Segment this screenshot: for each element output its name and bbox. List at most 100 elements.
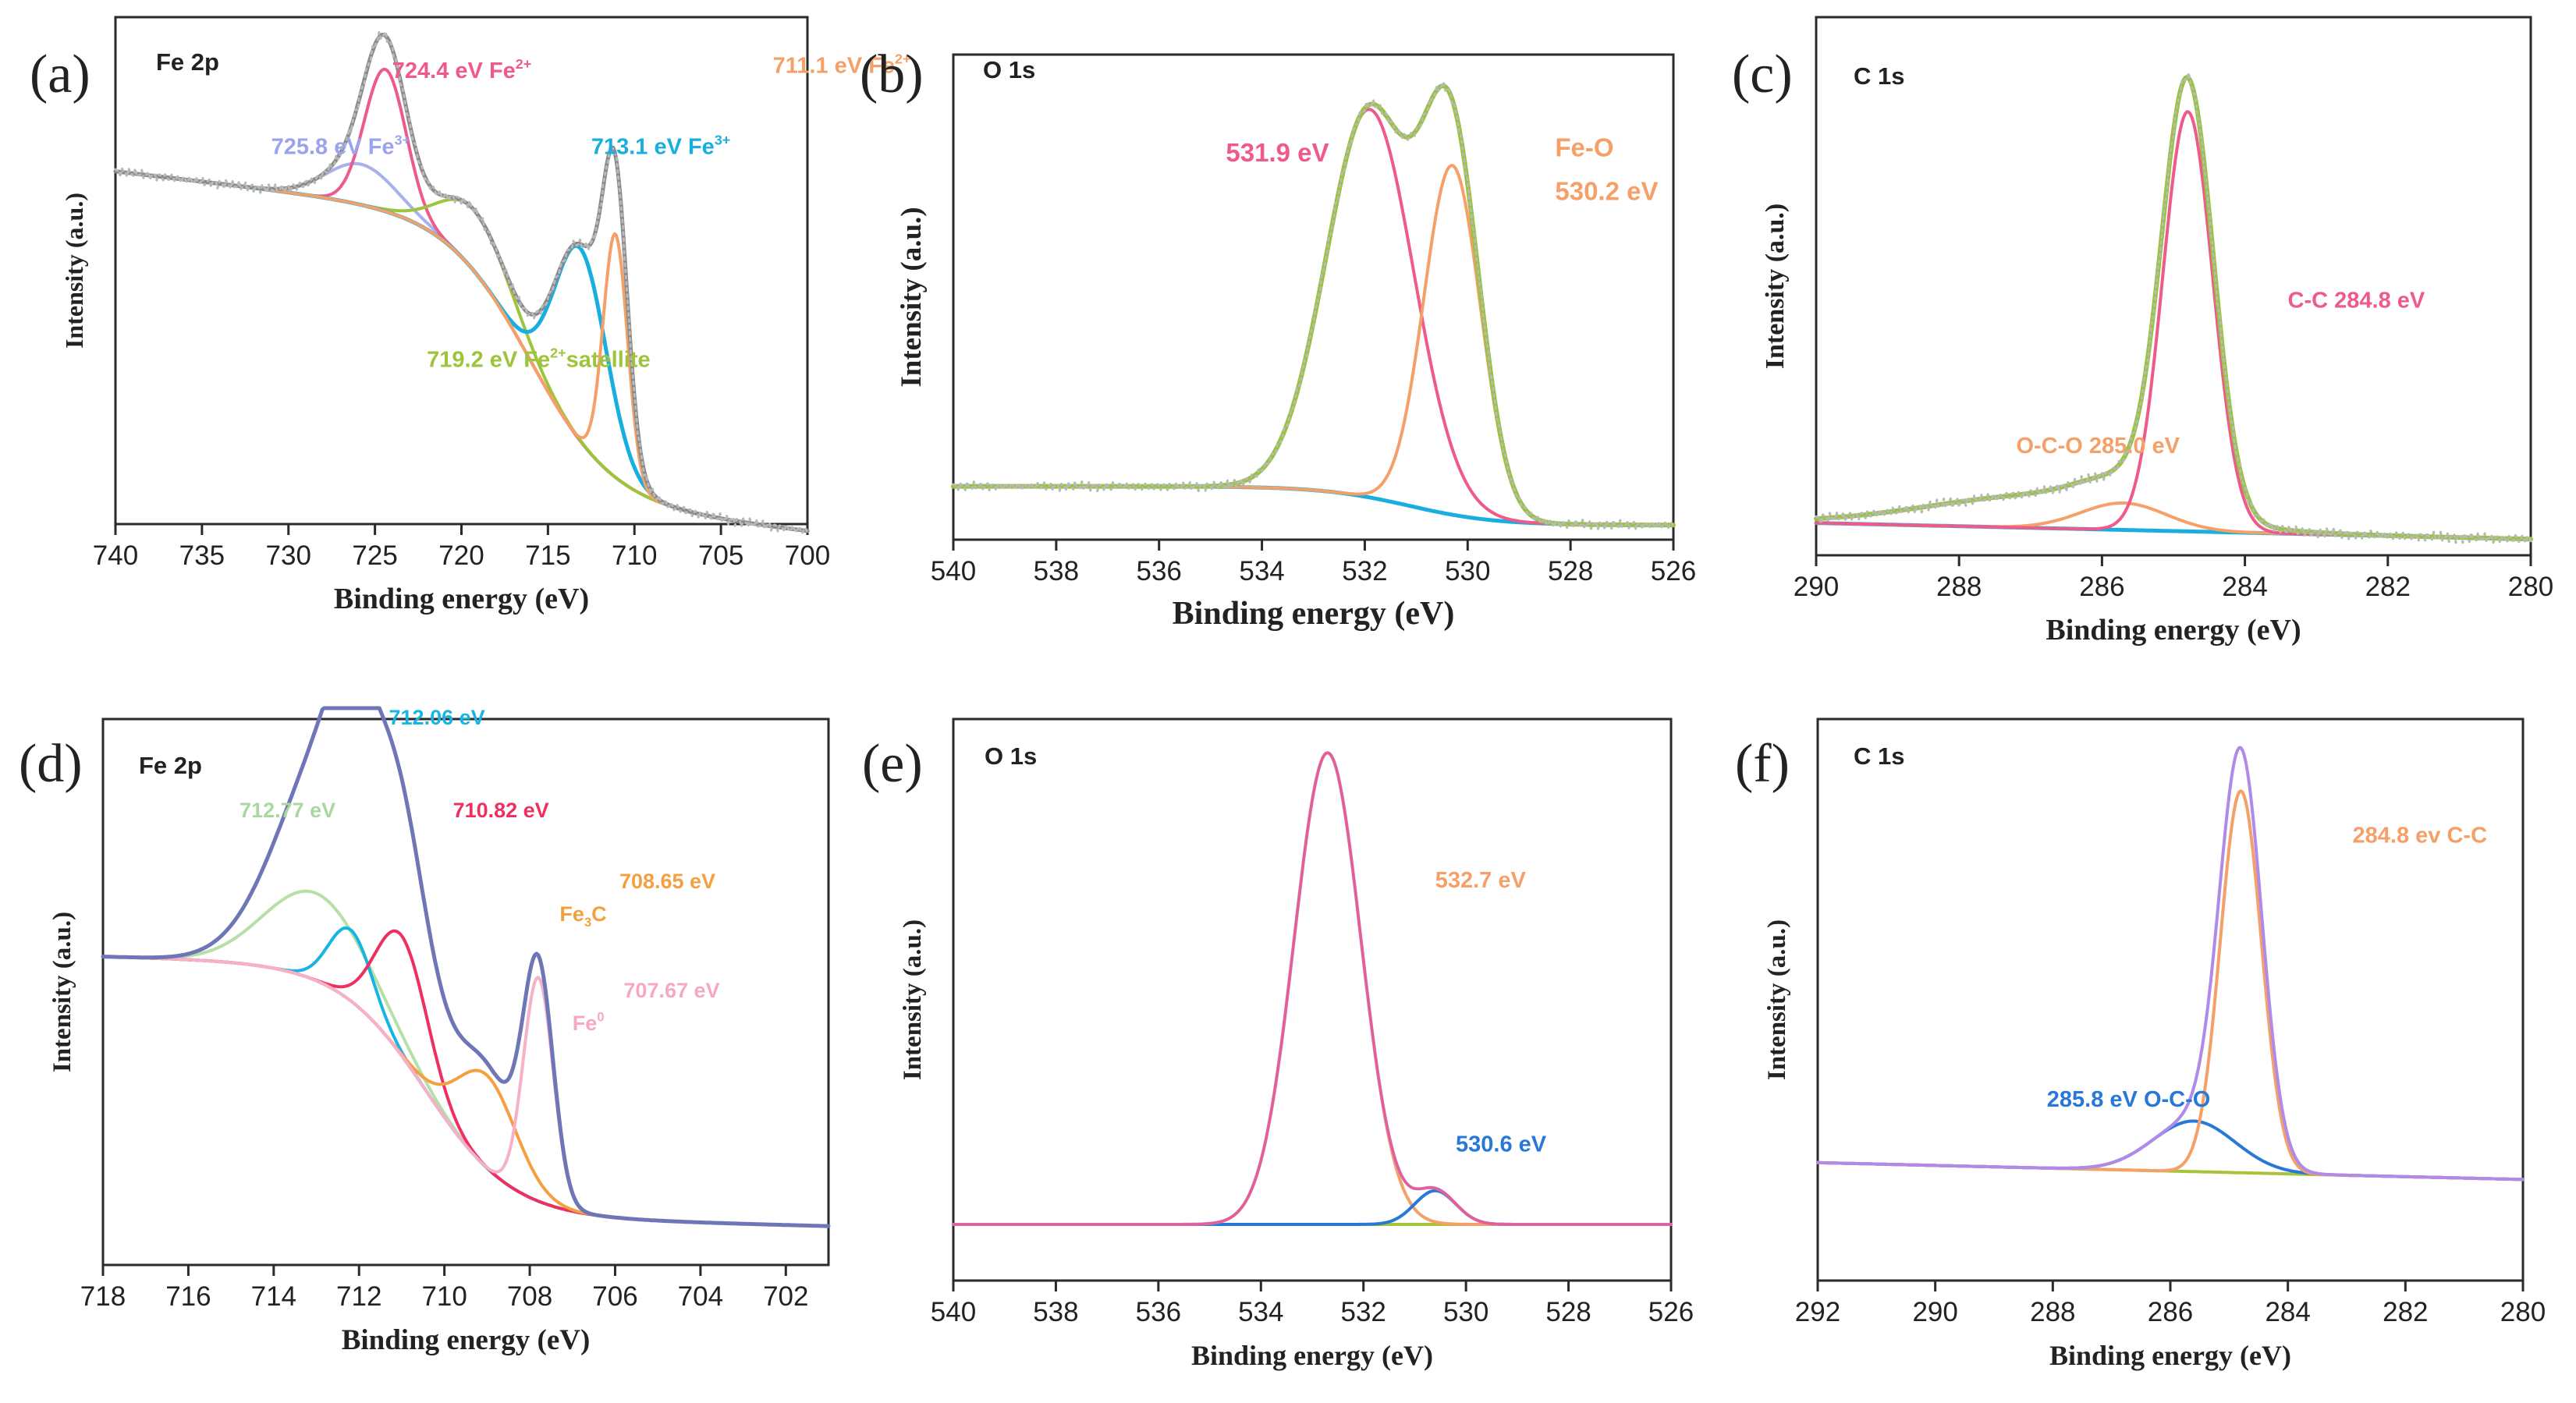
x-tick-label: 714: [251, 1281, 296, 1312]
x-tick-label: 540: [931, 1297, 976, 1327]
annotation-text: 713.1 eV Fe: [591, 135, 715, 160]
x-tick-label: 725: [352, 540, 397, 571]
x-tick-label: 702: [763, 1281, 808, 1312]
y-axis-label: Intensity (a.u.): [60, 193, 88, 349]
y-axis-label: Intensity (a.u.): [899, 919, 927, 1080]
x-tick-label: 284: [2265, 1297, 2310, 1327]
chart-panel-5: 292 290 288 286 284 282 280 284.8 ev C-C 285.8 e…: [1735, 717, 2546, 1371]
peak-annotation: 284.8 ev C-C: [2353, 823, 2488, 848]
series-envelope: [101, 706, 831, 1228]
y-axis-label: Intensity (a.u.): [896, 207, 928, 387]
peak-annotation: 532.7 eV: [1435, 868, 1527, 893]
panel-letter: (a): [30, 44, 90, 105]
plot-frame: [101, 717, 830, 1267]
x-tick-label: 538: [1033, 1297, 1078, 1327]
x-tick-label: 720: [438, 540, 484, 571]
x-tick-label: 708: [507, 1281, 552, 1312]
y-axis-label: Intensity (a.u.): [48, 912, 76, 1072]
x-tick-label: 534: [1238, 1297, 1283, 1327]
annotation-text: 724.4 eV Fe: [392, 58, 516, 83]
series-712-06-ev: [101, 926, 830, 1228]
annotation-text: Fe-O: [1555, 133, 1613, 162]
series-background: [951, 484, 1676, 527]
peak-annotation: Fe-O: [1555, 133, 1613, 162]
x-tick-label: 528: [1548, 556, 1593, 586]
annotation-text: 719.2 eV Fe: [427, 348, 550, 373]
peak-annotation: O-C-O 285.0 eV: [2016, 434, 2180, 459]
x-tick-label: 716: [165, 1281, 211, 1312]
peak-annotation: 724.4 eV Fe2+: [392, 56, 532, 83]
plot-frame: [952, 717, 1673, 1282]
x-axis-label: Binding energy (eV): [1191, 1340, 1433, 1371]
panel-title: Fe 2p: [139, 752, 202, 779]
x-tick-label: 540: [931, 556, 976, 586]
series-raw: [952, 81, 1675, 531]
annotation-superscript: 3+: [715, 132, 731, 147]
peak-annotation: 712.77 eV: [240, 799, 335, 822]
peak-annotation: 713.1 eV Fe3+: [591, 132, 731, 159]
peak-annotation: 285.8 eV O-C-O: [2047, 1087, 2211, 1112]
peak-annotation: 711.1 eV Fe2+: [773, 51, 911, 78]
series-284-8-ev-c-c: [1816, 789, 2525, 1182]
panel-letter: (c): [1732, 44, 1793, 105]
x-axis-label: Binding energy (eV): [2046, 614, 2301, 647]
panel-title: C 1s: [1854, 742, 1904, 770]
series-530-6-ev: [952, 1189, 1673, 1226]
annotation-text: 531.9 eV: [1226, 138, 1329, 167]
annotation-text: 712.77 eV: [240, 799, 335, 822]
annotation-text: O-C-O 285.0 eV: [2016, 434, 2180, 459]
x-tick-label: 284: [2222, 572, 2267, 602]
annotation-text: 710.82 eV: [453, 799, 549, 822]
series-envelope: [1816, 746, 2525, 1182]
annotation-superscript: 2+: [550, 345, 566, 360]
x-tick-label: 286: [2148, 1297, 2193, 1327]
x-tick-label: 735: [179, 540, 225, 571]
x-tick-label: 532: [1342, 556, 1387, 586]
x-axis-label: Binding energy (eV): [334, 583, 589, 615]
peak-annotation: 719.2 eV Fe2+satellite: [427, 345, 651, 372]
x-tick-label: 282: [2383, 1297, 2428, 1327]
annotation-superscript: 2+: [516, 56, 532, 72]
x-tick-label: 530: [1443, 1297, 1488, 1327]
annotation-superscript: 3+: [395, 132, 411, 147]
peak-annotation: 530.2 eV: [1555, 177, 1658, 206]
plot-frame: [1815, 16, 2532, 557]
peak-annotation: 710.82 eV: [453, 799, 549, 822]
annotation-text: 284.8 ev C-C: [2353, 823, 2488, 848]
x-tick-label: 290: [1912, 1297, 1957, 1327]
annotation-text: 712.06 eV: [389, 706, 485, 729]
panel-title: Fe 2p: [156, 48, 219, 76]
panel-letter: (f): [1735, 734, 1790, 794]
y-axis-label: Intensity (a.u.): [1763, 919, 1791, 1080]
x-tick-label: 530: [1445, 556, 1490, 586]
x-tick-label: 528: [1545, 1297, 1591, 1327]
panel-title: O 1s: [983, 56, 1035, 83]
series-envelope: [952, 751, 1673, 1226]
x-tick-label: 704: [678, 1281, 723, 1312]
x-tick-label: 288: [1936, 572, 1982, 602]
x-tick-label: 280: [2500, 1297, 2546, 1327]
x-axis-label: Binding energy (eV): [2049, 1340, 2291, 1371]
series-raw: [1815, 72, 2532, 544]
x-tick-label: 290: [1794, 572, 1839, 602]
annotation-text: 711.1 eV Fe: [773, 54, 895, 79]
peak-annotation: 531.9 eV: [1226, 138, 1329, 167]
peak-annotation: 708.65 eV: [619, 870, 715, 893]
x-tick-label: 710: [421, 1281, 467, 1312]
panel-letter: (e): [862, 734, 923, 794]
annotation-text: 530.6 eV: [1456, 1132, 1547, 1157]
x-tick-label: 712: [336, 1281, 381, 1312]
annotation-text: 707.67 eV: [623, 979, 719, 1002]
x-tick-label: 700: [785, 540, 830, 571]
panel-title: O 1s: [985, 742, 1037, 770]
annotation-text: C-C 284.8 eV: [2288, 289, 2425, 314]
x-tick-label: 282: [2365, 572, 2411, 602]
annotation-text: 532.7 eV: [1435, 868, 1527, 893]
plot-frame: [1816, 717, 2525, 1282]
series-710-82-ev: [101, 929, 830, 1228]
x-tick-label: 715: [525, 540, 570, 571]
x-tick-label: 292: [1795, 1297, 1840, 1327]
x-tick-label: 705: [698, 540, 743, 571]
